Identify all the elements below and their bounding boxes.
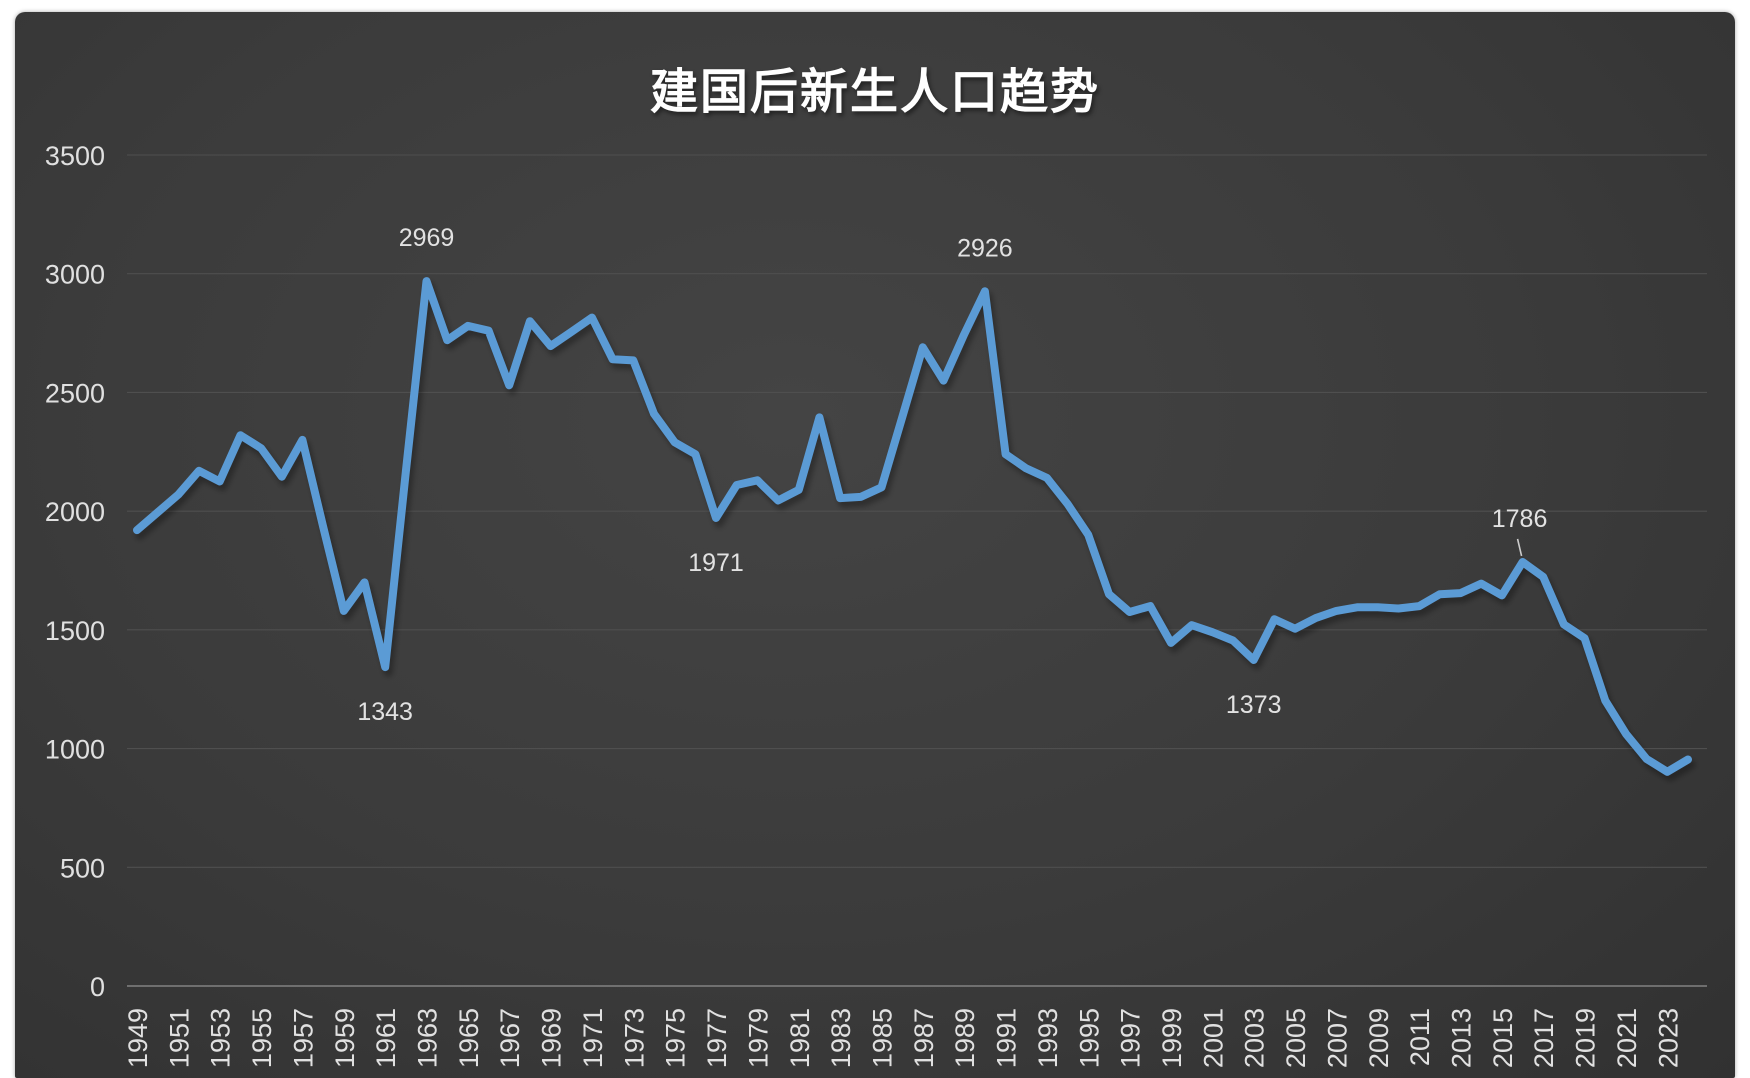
x-tick-label: 1959: [330, 1008, 360, 1068]
y-tick-label: 1500: [45, 616, 105, 646]
x-tick-label: 2017: [1529, 1008, 1559, 1068]
x-tick-label: 2005: [1281, 1008, 1311, 1068]
x-tick-label: 2009: [1364, 1008, 1394, 1068]
line-chart-plot: 0 500 1000 1500 2000 2500 3000 3500 1949 1951 1953…: [45, 141, 1707, 1068]
data-point-label: 1971: [688, 549, 744, 577]
x-tick-label: 2003: [1240, 1008, 1270, 1068]
x-tick-label: 1957: [288, 1008, 318, 1068]
data-point-label: 2969: [399, 224, 455, 252]
gridlines: [127, 154, 1707, 987]
population-line: [133, 277, 1692, 776]
x-tick-label: 2011: [1405, 1008, 1435, 1066]
x-tick-label: 1981: [785, 1008, 815, 1068]
y-tick-label: 3500: [45, 141, 105, 171]
x-tick-label: 1961: [371, 1008, 401, 1068]
y-tick-label: 0: [90, 972, 105, 1002]
x-tick-label: 2019: [1571, 1008, 1601, 1068]
data-label-leader-line: [1516, 538, 1523, 557]
y-axis-labels: 0 500 1000 1500 2000 2500 3000 3500: [45, 141, 105, 1002]
y-tick-label: 1000: [45, 735, 105, 765]
x-tick-label: 2023: [1653, 1008, 1683, 1068]
x-tick-label: 1999: [1157, 1008, 1187, 1068]
x-tick-label: 1985: [867, 1008, 897, 1068]
x-tick-label: 1983: [826, 1008, 856, 1068]
x-tick-label: 1995: [1074, 1008, 1104, 1068]
data-point-label: 1373: [1226, 691, 1282, 719]
x-tick-label: 1975: [661, 1008, 691, 1068]
x-tick-label: 1949: [123, 1008, 153, 1068]
chart-title: 建国后新生人口趋势: [649, 66, 1100, 119]
x-tick-label: 2021: [1612, 1008, 1642, 1068]
x-tick-label: 1973: [619, 1008, 649, 1068]
y-tick-label: 3000: [45, 260, 105, 290]
x-tick-label: 1997: [1116, 1008, 1146, 1068]
x-tick-label: 1965: [454, 1008, 484, 1068]
x-tick-label: 1987: [909, 1008, 939, 1068]
x-tick-label: 2015: [1488, 1008, 1518, 1068]
x-tick-label: 1989: [950, 1008, 980, 1068]
x-tick-label: 1963: [413, 1008, 443, 1068]
chart-area: 建国后新生人口趋势 0 500 1000 1500 2000 2500 3000 3500 19…: [15, 12, 1735, 1078]
x-tick-label: 1969: [537, 1008, 567, 1068]
y-tick-label: 500: [60, 853, 105, 883]
x-tick-label: 1967: [495, 1008, 525, 1068]
x-tick-label: 2001: [1198, 1008, 1228, 1068]
x-tick-label: 1955: [247, 1008, 277, 1068]
x-axis-labels: 1949 1951 1953 1955 1957 1959 1961 1963 1965 1967…: [123, 1008, 1683, 1068]
x-tick-label: 1993: [1033, 1008, 1063, 1068]
y-tick-label: 2000: [45, 497, 105, 527]
x-tick-label: 1951: [164, 1008, 194, 1068]
data-point-label: 1343: [357, 698, 413, 726]
x-tick-label: 1971: [578, 1008, 608, 1068]
x-tick-label: 1979: [743, 1008, 773, 1068]
y-tick-label: 2500: [45, 378, 105, 408]
x-tick-label: 2007: [1322, 1008, 1352, 1068]
x-tick-label: 1953: [206, 1008, 236, 1068]
data-labels: 2969 1343 1971 2926 1373 1786: [357, 224, 1547, 726]
data-point-label: 1786: [1492, 505, 1548, 533]
data-point-label: 2926: [957, 234, 1013, 262]
x-tick-label: 1977: [702, 1008, 732, 1068]
x-tick-label: 2013: [1447, 1008, 1477, 1068]
x-tick-label: 1991: [992, 1008, 1022, 1068]
